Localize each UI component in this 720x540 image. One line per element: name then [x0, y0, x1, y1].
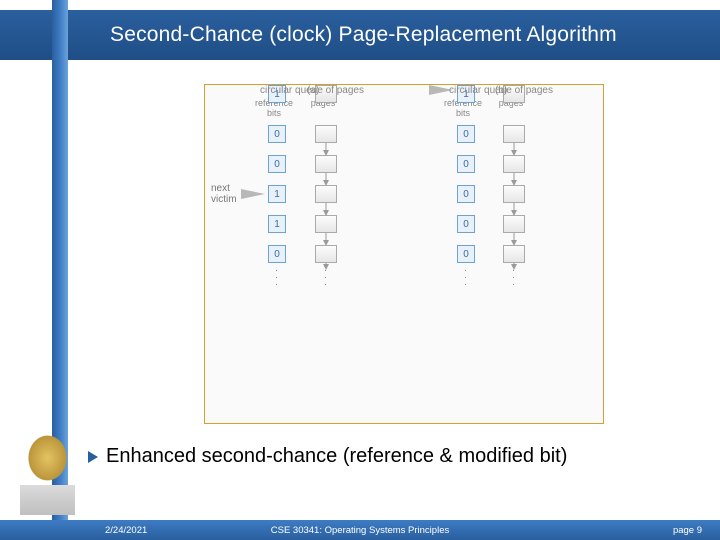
reference-bit-box: 0	[457, 215, 475, 233]
panel-label: (a)	[307, 85, 319, 96]
reference-bit-box: 1	[268, 215, 286, 233]
reference-bit-box: 0	[268, 155, 286, 173]
footer: 2/24/2021 CSE 30341: Operating Systems P…	[0, 520, 720, 540]
reference-bit-box: 1	[268, 185, 286, 203]
reference-bit-box: 0	[457, 125, 475, 143]
page-box	[503, 185, 525, 203]
reference-bit-box: 0	[268, 125, 286, 143]
ellipsis: ···	[460, 267, 472, 288]
footer-date: 2/24/2021	[105, 525, 147, 536]
ellipsis: ···	[320, 267, 332, 288]
page-box	[503, 215, 525, 233]
page-box	[315, 185, 337, 203]
dome-logo	[0, 420, 95, 515]
slide: Second-Chance (clock) Page-Replacement A…	[0, 0, 720, 540]
slide-title: Second-Chance (clock) Page-Replacement A…	[110, 23, 617, 47]
page-box	[315, 245, 337, 263]
ellipsis: ···	[271, 267, 283, 288]
reference-bit-box: 0	[457, 185, 475, 203]
ellipsis: ···	[508, 267, 520, 288]
page-box	[315, 215, 337, 233]
victim-arrow-icon	[241, 189, 265, 199]
title-bar: Second-Chance (clock) Page-Replacement A…	[0, 10, 720, 60]
reference-bit-box: 0	[268, 245, 286, 263]
reference-bit-box: 0	[457, 155, 475, 173]
diagram-arrows	[205, 85, 603, 423]
next-victim-label: nextvictim	[211, 183, 237, 205]
bullet-line: Enhanced second-chance (reference & modi…	[88, 445, 567, 468]
page-box	[503, 155, 525, 173]
reference-bit-box: 0	[457, 245, 475, 263]
footer-page: page 9	[673, 525, 702, 536]
panel-label: (b)	[495, 85, 507, 96]
page-box	[315, 155, 337, 173]
page-box	[315, 125, 337, 143]
page-box	[503, 245, 525, 263]
page-box	[503, 125, 525, 143]
diagram: referencebitspagesreferencebitspages0000…	[204, 84, 604, 424]
bullet-text: Enhanced second-chance (reference & modi…	[106, 445, 567, 468]
